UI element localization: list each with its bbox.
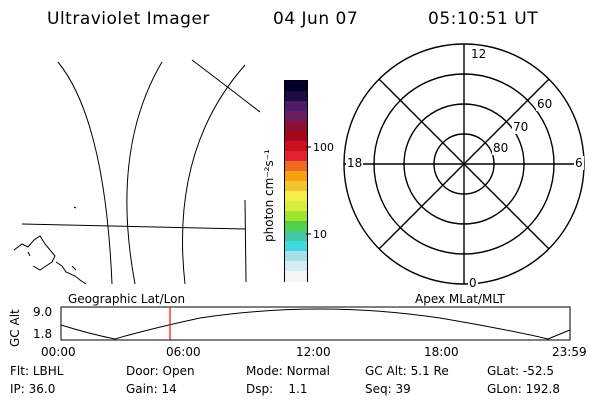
polar-lat-label: 70 bbox=[512, 120, 530, 134]
map-lon-line bbox=[126, 61, 163, 285]
colorbar-band bbox=[285, 171, 307, 182]
mode-info: Mode: Normal bbox=[246, 364, 330, 378]
gain-value: 14 bbox=[161, 382, 177, 396]
colorbar-tick-label: 100 bbox=[313, 141, 334, 154]
map-coastline bbox=[73, 206, 77, 209]
seq-value: 39 bbox=[395, 382, 411, 396]
dsp-info: Dsp: 1.1 bbox=[246, 382, 308, 396]
timeline-right-label: Apex MLat/MLT bbox=[415, 292, 505, 306]
map-coastline bbox=[27, 251, 31, 257]
colorbar-band bbox=[285, 191, 307, 202]
timeline-x-tick: 12:00 bbox=[296, 345, 331, 359]
ip-info: IP: 36.0 bbox=[10, 382, 56, 396]
polar-mlt-label: 12 bbox=[470, 47, 488, 61]
ip-value: 36.0 bbox=[28, 382, 56, 396]
door-info: Door: Open bbox=[126, 364, 195, 378]
colorbar-band bbox=[285, 81, 307, 92]
seq-info: Seq: 39 bbox=[365, 382, 411, 396]
map-coastline bbox=[13, 235, 56, 271]
timeline-left-label: Geographic Lat/Lon bbox=[68, 292, 186, 306]
filter-value: LBHL bbox=[32, 364, 64, 378]
time-label: 05:10:51 UT bbox=[428, 9, 539, 29]
map-lon-line bbox=[244, 199, 247, 283]
colorbar-band bbox=[285, 211, 307, 222]
map-lat-line bbox=[191, 59, 261, 113]
map-coastline bbox=[71, 265, 77, 271]
colorbar-band bbox=[285, 151, 307, 162]
colorbar-band bbox=[285, 141, 307, 152]
glat-value: -52.5 bbox=[522, 364, 554, 378]
timeline-y-tick: 9.0 bbox=[33, 305, 53, 319]
door-value: Open bbox=[162, 364, 195, 378]
polar-mlt-label: 6 bbox=[574, 156, 584, 170]
timeline-y-tick: 1.8 bbox=[33, 327, 53, 341]
gc-alt-value: 5.1 Re bbox=[410, 364, 449, 378]
polar-mlt-label: 0 bbox=[468, 276, 478, 290]
colorbar-band bbox=[285, 201, 307, 212]
gc-alt-info: GC Alt: 5.1 Re bbox=[365, 364, 449, 378]
color-scale-bar bbox=[284, 80, 308, 282]
colorbar-band bbox=[285, 91, 307, 102]
timeline-x-tick: 06:00 bbox=[166, 345, 201, 359]
polar-lat-label: 60 bbox=[536, 97, 554, 111]
dsp-value: 1.1 bbox=[288, 382, 308, 396]
glon-value: 192.8 bbox=[525, 382, 560, 396]
date-label: 04 Jun 07 bbox=[273, 9, 359, 29]
colorbar-band bbox=[285, 181, 307, 192]
colorbar-tick-label: 10 bbox=[313, 228, 327, 241]
colorbar-band bbox=[285, 101, 307, 112]
map-lon-line bbox=[57, 61, 113, 285]
colorbar-band bbox=[285, 121, 307, 132]
colorbar-band bbox=[285, 261, 307, 272]
glat-info: GLat: -52.5 bbox=[487, 364, 554, 378]
glon-info: GLon: 192.8 bbox=[487, 382, 560, 396]
colorbar-band bbox=[285, 221, 307, 232]
timeline-x-tick: 23:59 bbox=[552, 345, 587, 359]
colorbar-band bbox=[285, 241, 307, 252]
filter-info: Flt: LBHL bbox=[10, 364, 64, 378]
mode-value: Normal bbox=[286, 364, 330, 378]
app-title: Ultraviolet Imager bbox=[47, 9, 210, 29]
polar-lat-label: 80 bbox=[492, 141, 510, 155]
colorbar-band bbox=[285, 161, 307, 172]
colorbar-band bbox=[285, 111, 307, 122]
polar-mlt-label: 18 bbox=[346, 156, 364, 170]
colorbar-band bbox=[285, 251, 307, 262]
timeline-x-tick: 18:00 bbox=[424, 345, 459, 359]
colorbar-band bbox=[285, 131, 307, 142]
colorbar-band bbox=[285, 231, 307, 242]
colorbar-band bbox=[285, 271, 307, 282]
timeline-frame bbox=[60, 306, 571, 341]
timeline-x-tick: 00:00 bbox=[41, 345, 76, 359]
polar-axis bbox=[378, 78, 550, 250]
timeline-altitude-curve bbox=[60, 308, 571, 340]
map-lat-line bbox=[21, 223, 246, 230]
gain-info: Gain: 14 bbox=[126, 382, 177, 396]
map-coastline bbox=[55, 261, 87, 285]
